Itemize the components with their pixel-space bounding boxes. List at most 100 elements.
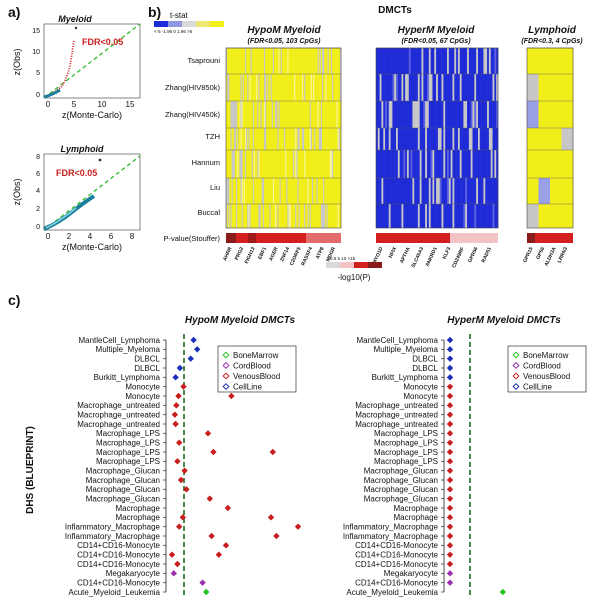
category-label: Burkitt_Lymphoma [94, 373, 161, 382]
heatmap-cell [376, 204, 379, 228]
heatmap-cell [280, 128, 283, 150]
heatmap-cell [292, 48, 295, 74]
heatmap-cell [305, 150, 307, 178]
heatmap-cell [236, 150, 238, 178]
heatmap-cell [336, 204, 338, 228]
data-point-venousblood [294, 523, 302, 530]
heatmap-cell [316, 150, 318, 178]
heatmap-cell [468, 74, 471, 101]
heatmap-cell [251, 204, 254, 228]
heatmap-cell [308, 178, 311, 204]
gene-label: EBF1 [257, 246, 268, 260]
heatmap-cell [457, 204, 461, 228]
heatmap-cell [228, 128, 230, 150]
category-label: MantleCell_Lymphoma [78, 336, 160, 345]
gene-label: GPR15 [522, 246, 534, 264]
qq-myeloid-points-teal [43, 88, 61, 99]
heatmap-cell [250, 128, 252, 150]
heatmap-cell [236, 178, 238, 204]
heatmap-cell [244, 48, 247, 74]
heatmap-cell [434, 101, 437, 128]
heatmap-cell [247, 128, 249, 150]
heatmap-cell [403, 128, 406, 150]
data-point-cellline [172, 374, 179, 381]
heatmap-cell [284, 101, 286, 128]
heatmap-cell [487, 101, 490, 128]
heatmap-cell [267, 74, 269, 101]
heatmap-cell [379, 150, 382, 178]
heatmap-cell [474, 204, 477, 228]
heatmap-cell [255, 48, 257, 74]
ytick: 0 [36, 92, 40, 99]
heatmap-cell [275, 48, 277, 74]
heatmap-cell [309, 204, 312, 228]
heatmap-cell [550, 48, 562, 74]
heatmap-cell [485, 178, 488, 204]
heatmap-cell [412, 204, 415, 228]
heatmap-cell [325, 150, 327, 178]
heatmap-cell [260, 150, 263, 178]
heatmap-cell [259, 150, 261, 178]
heatmap-cell [257, 204, 259, 228]
heatmap-cell [397, 128, 400, 150]
heatmap-cell [329, 178, 332, 204]
heatmap-cell [247, 204, 249, 228]
heatmap-cell [325, 48, 327, 74]
data-point-venousblood [446, 430, 454, 437]
heatmap-cell [226, 150, 228, 178]
heatmap-cell [266, 74, 268, 101]
heatmap-cell [259, 178, 261, 204]
heatmap-cell [416, 48, 419, 74]
heatmap-cell [267, 48, 269, 74]
qq-myeloid-points-red [45, 39, 75, 97]
heatmap-cell [272, 178, 275, 204]
heatmap-cell [297, 48, 299, 74]
heatmap-cell [304, 128, 306, 150]
heatmap-cell [390, 204, 393, 228]
heatmap-cell [397, 204, 400, 228]
heatmap-cell [289, 150, 292, 178]
heatmap-cell [337, 48, 340, 74]
heatmap-cell [277, 150, 279, 178]
data-point-bonemarrow [499, 588, 506, 596]
heatmap-cell [332, 128, 334, 150]
heatmap-cell [255, 74, 257, 101]
heatmap-cell [432, 178, 435, 204]
heatmap-cell [277, 128, 279, 150]
heatmap-cell [314, 74, 316, 101]
heatmap-cell [481, 128, 484, 150]
heatmap-cell [299, 74, 302, 101]
heatmap-cell [298, 101, 300, 128]
data-point-venousblood [174, 560, 181, 568]
legend-label: VenousBlood [523, 372, 570, 381]
heatmap-cell [421, 48, 424, 74]
heatmap-cell [538, 150, 551, 178]
heatmap-cell [454, 150, 457, 178]
heatmap-cell [277, 204, 279, 228]
heatmap-cell [441, 204, 444, 228]
heatmap-cell [232, 48, 235, 74]
heatmap-cell [288, 48, 290, 74]
heatmap-cell [459, 150, 462, 178]
heatmap-cell [287, 204, 289, 228]
heatmap-cell [299, 128, 302, 150]
heatmap-cell [319, 48, 322, 74]
heatmap-cell [319, 204, 322, 228]
heatmap-cell [432, 48, 435, 74]
heatmap-cell [432, 101, 435, 128]
heatmap-cell [229, 178, 231, 204]
heatmap-cell [259, 128, 261, 150]
heatmap-cell [298, 74, 300, 101]
heatmap-cell [403, 48, 406, 74]
heatmap-cell [282, 48, 285, 74]
heatmap-cell [300, 74, 303, 101]
heatmap-cell [538, 48, 551, 74]
heatmap-cell [381, 150, 384, 178]
heatmap-cell [309, 74, 312, 101]
heatmap-cell [408, 101, 411, 128]
heatmap-cell [379, 204, 382, 228]
heatmap-cell [276, 74, 278, 101]
heatmap-cell [439, 178, 442, 204]
heatmap-cell [386, 48, 390, 74]
heatmap-cell [441, 74, 444, 101]
